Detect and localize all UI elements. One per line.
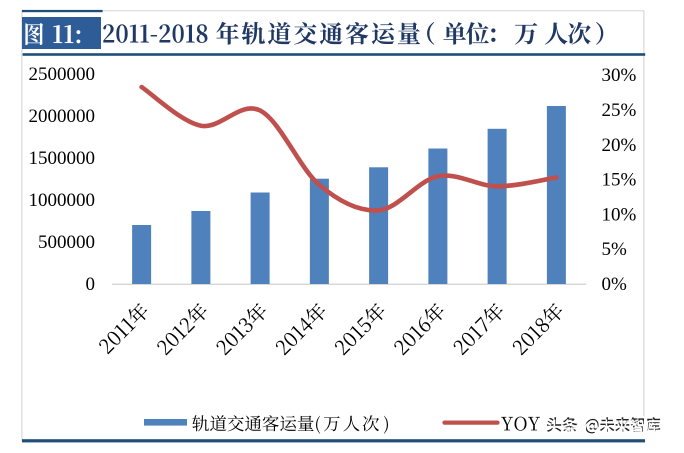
svg-text:30%: 30%: [602, 65, 637, 86]
svg-text:5%: 5%: [602, 239, 628, 260]
svg-text:2000000: 2000000: [29, 106, 96, 127]
svg-text:25%: 25%: [602, 100, 637, 121]
svg-text:15%: 15%: [602, 170, 637, 191]
svg-text:2500000: 2500000: [29, 64, 96, 85]
svg-text:0: 0: [86, 274, 96, 295]
svg-text:500000: 500000: [38, 232, 95, 253]
svg-text:20%: 20%: [602, 135, 637, 156]
svg-text:0%: 0%: [602, 274, 628, 295]
svg-text:1000000: 1000000: [29, 190, 96, 211]
svg-text:10%: 10%: [602, 204, 637, 225]
svg-text:1500000: 1500000: [29, 148, 96, 169]
